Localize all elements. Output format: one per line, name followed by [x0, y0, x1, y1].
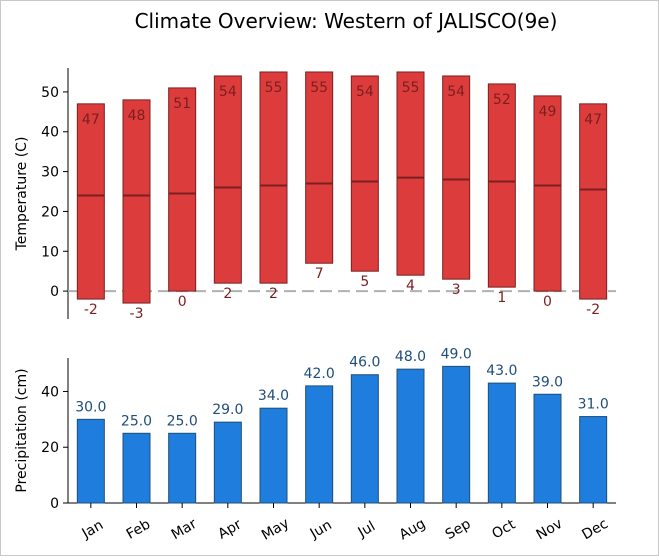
temperature-min-label: 2	[223, 286, 232, 302]
temperature-max-label: 51	[173, 96, 191, 112]
precipitation-panel: 0 20 40 Precipitation (cm) 30.0 Jan 25.0 Feb 25.…	[14, 346, 616, 544]
temperature-range-bar	[442, 75, 471, 280]
temp-y-tick-label: 20	[41, 204, 59, 220]
x-tick-label: Nov	[534, 516, 566, 544]
temperature-min-label: -2	[586, 302, 600, 318]
precipitation-bar	[259, 407, 288, 504]
temperature-max-label: 47	[82, 112, 100, 128]
temperature-max-label: 49	[539, 104, 557, 120]
x-tick-label: May	[259, 515, 292, 543]
temperature-range-bar	[76, 103, 105, 300]
temperature-min-label: 0	[543, 294, 552, 310]
precipitation-bar	[168, 432, 197, 504]
precipitation-bar	[442, 365, 471, 504]
precipitation-value-label: 25.0	[167, 413, 198, 429]
precipitation-bar	[350, 374, 379, 504]
temperature-range-bar	[305, 71, 334, 264]
precipitation-bar	[396, 368, 425, 504]
temperature-min-label: -3	[130, 306, 144, 322]
temperature-min-label: 5	[360, 274, 369, 290]
precipitation-bar	[579, 416, 608, 504]
temp-y-tick-label: 30	[41, 165, 59, 181]
precipitation-value-label: 39.0	[532, 374, 563, 390]
precipitation-bar	[122, 432, 151, 504]
temperature-min-label: 3	[452, 282, 461, 298]
precip-y-tick-label: 20	[41, 440, 59, 456]
precipitation-bar	[487, 382, 516, 504]
x-tick-label: Sep	[443, 516, 474, 543]
temperature-max-label: 55	[265, 80, 283, 96]
temperature-max-label: 54	[219, 84, 237, 100]
temperature-max-label: 54	[356, 84, 374, 100]
precipitation-value-label: 43.0	[486, 363, 517, 379]
temp-y-axis-label: Temperature (C)	[14, 137, 30, 252]
temperature-range-bar	[396, 71, 425, 276]
x-tick-label: Feb	[124, 516, 154, 542]
temperature-min-label: -2	[84, 302, 98, 318]
precipitation-value-label: 49.0	[441, 346, 472, 362]
temp-y-tick-label: 50	[41, 85, 59, 101]
temp-y-tick-label: 0	[50, 284, 59, 300]
temperature-range-bar	[122, 99, 151, 304]
precipitation-bar	[533, 393, 562, 504]
precipitation-bar	[305, 385, 334, 504]
temperature-max-label: 54	[447, 84, 465, 100]
temperature-max-label: 47	[584, 112, 602, 128]
precipitation-value-label: 25.0	[121, 413, 152, 429]
x-tick-label: Dec	[579, 516, 610, 543]
temperature-range-bar	[533, 95, 562, 292]
x-tick-label: Jul	[355, 518, 379, 541]
temperature-max-label: 48	[128, 108, 146, 124]
temperature-min-label: 2	[269, 286, 278, 302]
temperature-max-label: 52	[493, 92, 511, 108]
temperature-range-bar	[213, 75, 242, 284]
temperature-range-bar	[350, 75, 379, 272]
x-tick-label: Jun	[307, 517, 335, 542]
temp-y-tick-label: 10	[41, 244, 59, 260]
precipitation-value-label: 46.0	[349, 355, 380, 371]
x-tick-label: Jan	[79, 517, 107, 542]
x-tick-label: Apr	[215, 516, 244, 542]
precipitation-value-label: 34.0	[258, 388, 289, 404]
precipitation-value-label: 31.0	[578, 397, 609, 413]
temperature-range-bar	[487, 83, 516, 288]
x-tick-label: Mar	[169, 516, 200, 543]
precipitation-value-label: 48.0	[395, 349, 426, 365]
precipitation-value-label: 30.0	[75, 399, 106, 415]
temperature-min-label: 0	[178, 294, 187, 310]
precipitation-value-label: 29.0	[212, 402, 243, 418]
temp-y-tick-label: 40	[41, 125, 59, 141]
precipitation-value-label: 42.0	[304, 366, 335, 382]
precipitation-bar	[213, 421, 242, 504]
temperature-range-bar	[259, 71, 288, 284]
chart-title: Climate Overview: Western of JALISCO(9e)	[135, 9, 558, 33]
x-tick-label: Oct	[489, 516, 518, 542]
precip-y-tick-label: 40	[41, 384, 59, 400]
temperature-range-bar	[579, 103, 608, 300]
temperature-min-label: 7	[315, 266, 324, 282]
precip-y-tick-label: 0	[50, 496, 59, 512]
temperature-max-label: 55	[310, 80, 328, 96]
precip-y-axis-label: Precipitation (cm)	[14, 368, 30, 492]
temperature-min-label: 4	[406, 278, 415, 294]
temperature-min-label: 1	[497, 290, 506, 306]
precipitation-bar	[76, 418, 105, 504]
temperature-range-bar	[168, 87, 197, 292]
x-tick-label: Aug	[397, 516, 429, 544]
temperature-max-label: 55	[402, 80, 420, 96]
